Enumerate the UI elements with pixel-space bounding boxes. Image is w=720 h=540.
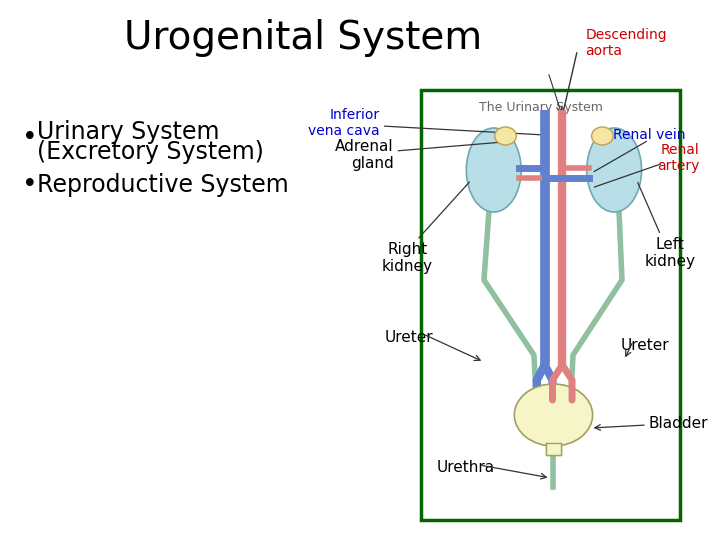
Text: •: • <box>22 125 37 151</box>
Bar <box>421 90 680 520</box>
Text: (Excretory System): (Excretory System) <box>37 140 264 164</box>
Text: Renal vein: Renal vein <box>613 128 685 142</box>
Text: The Urinary System: The Urinary System <box>479 100 603 113</box>
Text: Urinary System: Urinary System <box>37 120 220 144</box>
Text: Adrenal
gland: Adrenal gland <box>335 139 393 171</box>
Text: Reproductive System: Reproductive System <box>37 173 289 197</box>
Text: Ureter: Ureter <box>621 338 670 353</box>
Text: Descending
aorta: Descending aorta <box>585 28 667 58</box>
Ellipse shape <box>587 128 642 212</box>
Text: Left
kidney: Left kidney <box>645 237 696 269</box>
Ellipse shape <box>495 127 516 145</box>
Bar <box>546 443 562 455</box>
Ellipse shape <box>592 127 613 145</box>
Text: Renal
artery: Renal artery <box>657 143 700 173</box>
Ellipse shape <box>514 384 593 446</box>
Ellipse shape <box>467 128 521 212</box>
Text: Right
kidney: Right kidney <box>382 242 433 274</box>
Text: Bladder: Bladder <box>649 415 708 430</box>
Text: •: • <box>22 172 37 198</box>
Text: Urethra: Urethra <box>437 461 495 476</box>
Text: Urogenital System: Urogenital System <box>125 19 482 57</box>
Text: Inferior
vena cava: Inferior vena cava <box>308 108 379 138</box>
Text: Ureter: Ureter <box>384 329 433 345</box>
